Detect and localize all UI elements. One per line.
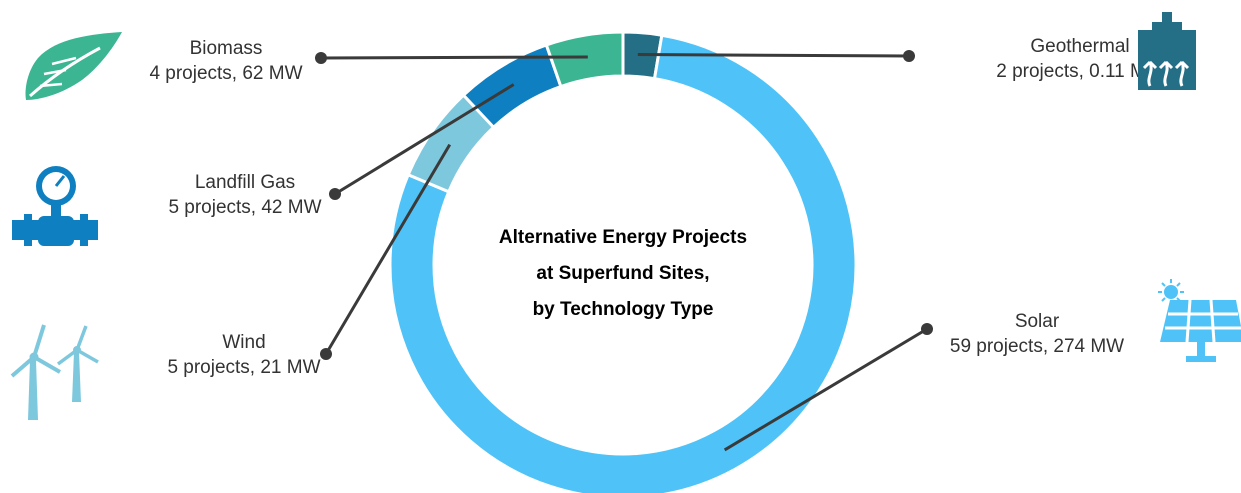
label-detail-wind: 5 projects, 21 MW	[167, 357, 320, 378]
leader-dot-wind	[320, 348, 332, 360]
wind-turbine-icon	[10, 324, 99, 420]
solar-panel-icon	[1158, 279, 1241, 362]
label-detail-biomass: 4 projects, 62 MW	[149, 63, 302, 84]
leader-dot-solar	[921, 323, 933, 335]
leader-line-geothermal	[637, 53, 910, 58]
label-detail-landfill-gas: 5 projects, 42 MW	[168, 197, 321, 218]
chart-title-line-1: Alternative Energy Projects	[499, 227, 747, 248]
donut-slices	[388, 30, 858, 493]
leader-line-landfill-gas	[334, 83, 515, 196]
leader-dot-landfill-gas	[329, 188, 341, 200]
label-name-wind: Wind	[222, 332, 265, 353]
slice-biomass	[544, 30, 625, 89]
chart-title-line-2: at Superfund Sites,	[536, 263, 709, 284]
gas-pipe-gauge-icon	[12, 166, 98, 246]
leader-line-solar	[723, 327, 928, 452]
leader-lines	[315, 50, 933, 452]
label-detail-geothermal: 2 projects, 0.11 MW	[996, 61, 1164, 82]
leader-dot-biomass	[315, 52, 327, 64]
slice-solar	[388, 33, 858, 493]
leader-dot-geothermal	[903, 50, 915, 62]
chart-title-line-3: by Technology Type	[533, 299, 714, 320]
leader-line-wind	[324, 143, 452, 355]
geothermal-plant-icon	[1138, 12, 1196, 90]
label-detail-solar: 59 projects, 274 MW	[950, 336, 1124, 357]
leader-line-biomass	[320, 55, 588, 60]
label-name-landfill-gas: Landfill Gas	[195, 172, 295, 193]
slice-labels: Geothermal 2 projects, 0.11 MW Solar 59 pro…	[149, 36, 1163, 378]
label-name-biomass: Biomass	[190, 38, 263, 59]
label-name-geothermal: Geothermal	[1030, 36, 1129, 57]
label-name-solar: Solar	[1015, 311, 1060, 332]
leaf-icon	[25, 32, 122, 100]
